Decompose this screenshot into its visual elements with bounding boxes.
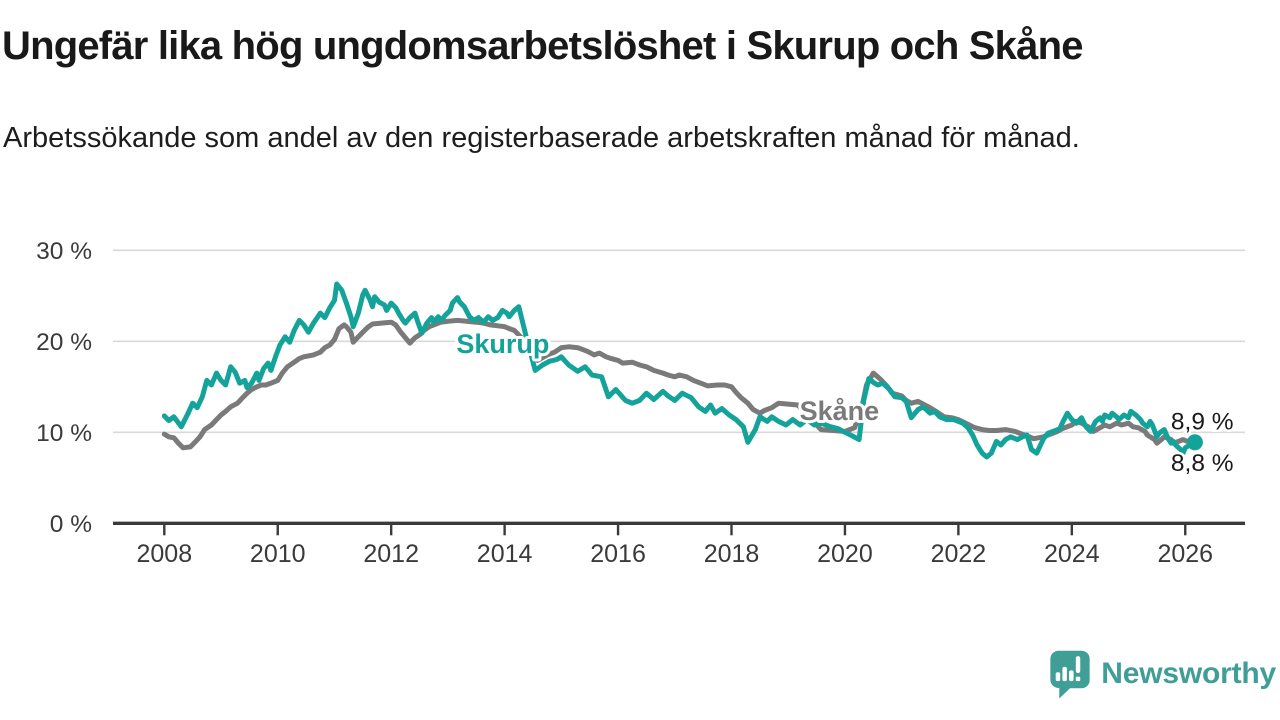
x-axis-tick-label: 2010 [250,540,306,568]
x-axis-tick-label: 2016 [590,540,646,568]
x-axis-tick-label: 2018 [704,540,760,568]
series-inline-label: Skurup [456,329,549,359]
exclamation-dot-icon [1076,676,1081,682]
series-line-skne [161,317,1198,451]
chart-title: Ungefär lika hög ungdomsarbetslöshet i S… [2,24,1083,68]
x-axis-tick-label: 2014 [477,540,533,568]
x-axis-tick-label: 2008 [136,540,192,568]
bar-icon-2 [1062,666,1068,682]
x-axis-tick-label: 2026 [1157,540,1213,568]
x-axis-tick-label: 2020 [817,540,873,568]
series-line-skurup [161,281,1198,460]
y-axis-tick-label: 10 % [36,420,92,447]
bar-icon-3 [1069,670,1074,682]
chart-subtitle: Arbetssökande som andel av den registerb… [3,122,1080,154]
x-axis-tick-label: 2022 [931,540,987,568]
brand-name: Newsworthy [1101,657,1276,690]
newsworthy-bubble-chart-icon [1050,650,1090,699]
series-end-value-label: 8,8 % [1171,450,1234,477]
series-end-dot [1186,434,1203,451]
series-end-value-label: 8,9 % [1171,408,1234,435]
series-inline-label: Skåne [800,396,880,426]
newsworthy-logo: Newsworthy [1048,649,1276,699]
y-axis-tick-label: 20 % [36,329,92,356]
bar-icon-1 [1055,672,1061,682]
x-axis-tick-label: 2024 [1044,540,1100,568]
x-axis-tick-label: 2012 [363,540,419,568]
y-axis-tick-label: 0 % [50,511,92,538]
exclamation-bar-icon [1076,656,1081,674]
y-axis-tick-label: 30 % [36,238,92,265]
